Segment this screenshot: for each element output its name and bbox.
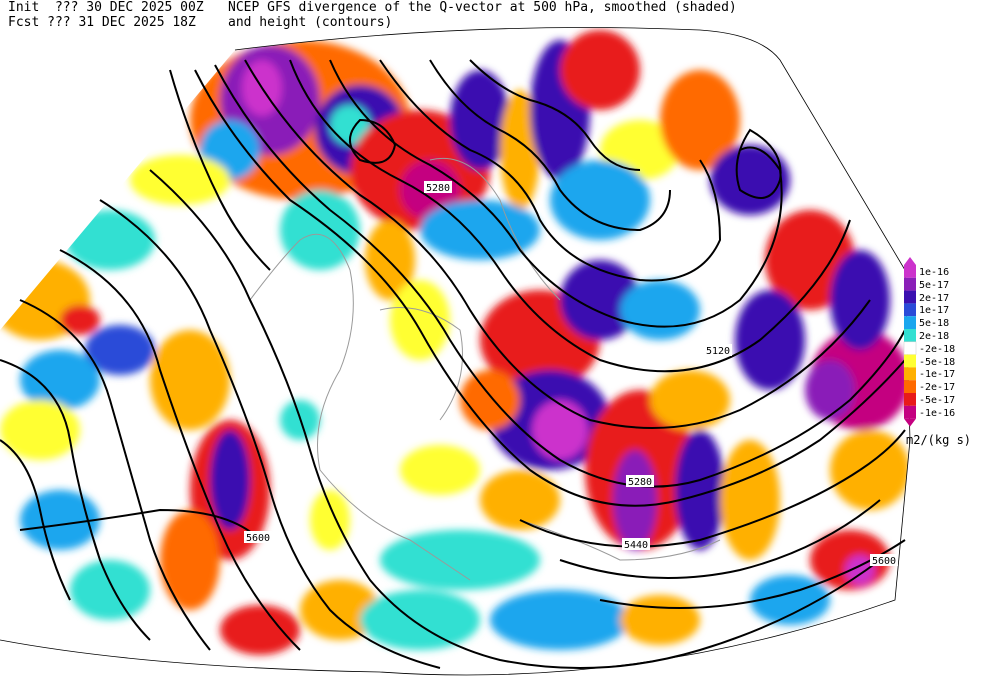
- colorbar-top-cap: [904, 257, 916, 265]
- contour-label-5120: 5120: [706, 346, 730, 357]
- fcst-line: Fcst ??? 31 DEC 2025 18Z: [8, 15, 196, 30]
- colorbar-swatch: [904, 277, 916, 291]
- contour-label-5600-west-bg: [244, 531, 272, 543]
- title-line-1: NCEP GFS divergence of the Q-vector at 5…: [228, 0, 737, 15]
- coastlines: [249, 157, 721, 581]
- colorbar-label: 2e-17: [919, 292, 950, 304]
- colorbar-swatch: [904, 303, 916, 317]
- contour-label-5600-east-bg: [870, 554, 898, 566]
- colorbar-swatch: [904, 393, 916, 406]
- shaded-divergence-field: [0, 27, 910, 675]
- colorbar-label: 1e-17: [919, 305, 950, 317]
- contour-label-5440: 5440: [624, 540, 648, 551]
- colorbar-swatch: [904, 316, 916, 329]
- colorbar-bottom-cap: [904, 418, 916, 427]
- height-contours: [0, 59, 906, 669]
- contour-label-5280-south: 5280: [628, 477, 652, 488]
- init-line: Init ??? 30 DEC 2025 00Z: [8, 0, 204, 15]
- colorbar-swatch: [904, 265, 916, 278]
- contour-label-5600-east: 5600: [872, 556, 896, 567]
- colorbar-swatch: [904, 329, 916, 342]
- colorbar-label: -5e-18: [919, 356, 956, 368]
- colorbar-swatch: [904, 380, 916, 393]
- colorbar: [903, 257, 917, 427]
- colorbar-label: -1e-17: [919, 369, 956, 381]
- contour-label-5280-north: 5280: [426, 183, 450, 194]
- colorbar-label: -5e-17: [919, 395, 956, 406]
- colorbar-swatch: [904, 367, 916, 381]
- colorbar-label: -2e-18: [919, 343, 956, 355]
- colorbar-swatch: [904, 405, 916, 419]
- colorbar-swatch: [904, 354, 916, 368]
- colorbar-label: 2e-18: [919, 331, 950, 342]
- contour-label-5280-south-bg: [626, 475, 654, 487]
- domain-border: [0, 27, 911, 676]
- contour-label-5120-bg: [704, 344, 732, 356]
- colorbar-swatch: [903, 341, 917, 355]
- title-line-2: and height (contours): [228, 15, 393, 30]
- contour-label-5600-west: 5600: [246, 533, 270, 544]
- contour-label-group: 5280 5120 5280 5440 5600 5600: [244, 181, 898, 567]
- colorbar-label: 5e-17: [919, 279, 950, 291]
- colorbar-label: -1e-16: [919, 407, 956, 419]
- colorbar-label: 5e-18: [919, 318, 950, 330]
- contour-label-5440-bg: [622, 538, 650, 550]
- colorbar-swatch: [904, 290, 916, 304]
- colorbar-units: m2/(kg s): [906, 433, 972, 447]
- colorbar-label: 1e-16: [919, 267, 950, 278]
- colorbar-label: -2e-17: [919, 382, 956, 394]
- contour-label-5280-north-bg: [424, 181, 452, 193]
